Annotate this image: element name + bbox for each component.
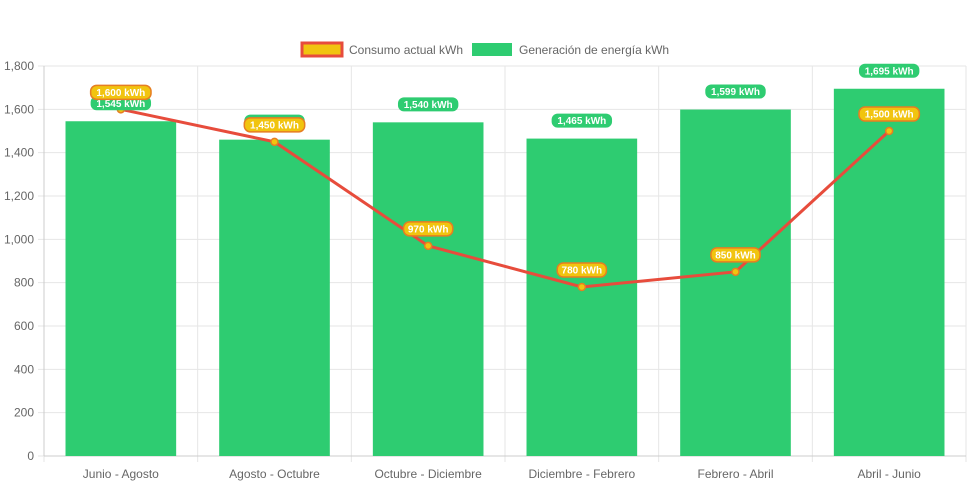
data-label-text: 970 kWh bbox=[408, 224, 449, 235]
line-point[interactable] bbox=[884, 126, 894, 136]
legend-label-generacion: Generación de energía kWh bbox=[519, 43, 669, 57]
data-label-text: 1,599 kWh bbox=[711, 87, 760, 98]
line-point[interactable] bbox=[423, 241, 433, 251]
y-tick-label: 400 bbox=[14, 362, 34, 376]
line-data-label: 850 kWh bbox=[710, 247, 761, 263]
legend-label-consumo: Consumo actual kWh bbox=[349, 43, 463, 57]
data-label-text: 1,545 kWh bbox=[96, 99, 145, 110]
bar[interactable] bbox=[65, 121, 177, 456]
data-label-bg bbox=[858, 106, 921, 122]
data-label-bg bbox=[705, 84, 766, 99]
bar-data-label: 1,465 kWh bbox=[551, 113, 613, 128]
y-tick-label: 0 bbox=[27, 449, 34, 463]
series-line bbox=[120, 107, 891, 289]
y-tick-label: 1,400 bbox=[4, 146, 34, 160]
data-label-text: 850 kWh bbox=[715, 250, 756, 261]
x-tick-label: Agosto - Octubre bbox=[229, 467, 320, 481]
data-label-bg bbox=[551, 113, 613, 128]
line-point[interactable] bbox=[577, 282, 587, 292]
y-tick-label: 600 bbox=[14, 319, 34, 333]
line-data-label: 780 kWh bbox=[556, 262, 608, 278]
y-axis: 0 200 400 600 800 1,000 1,200 1,400 1,600 1,800 bbox=[4, 59, 45, 463]
line-data-label: 1,600 kWh bbox=[89, 84, 152, 101]
bar[interactable] bbox=[372, 122, 484, 456]
x-tick-label: Junio - Agosto bbox=[83, 467, 159, 481]
data-label-bg bbox=[402, 221, 454, 237]
line-point[interactable] bbox=[731, 267, 740, 277]
data-label-bg bbox=[556, 262, 608, 278]
bar-data-label: 1,695 kWh bbox=[858, 63, 920, 78]
x-axis: Junio - Agosto Agosto - Octubre Octubre - … bbox=[44, 455, 966, 481]
data-label-text: 1,465 kWh bbox=[557, 116, 606, 127]
data-label-bg bbox=[858, 63, 920, 78]
grid bbox=[38, 65, 967, 462]
bar-data-label: 1,540 kWh bbox=[397, 97, 459, 112]
line-data-label: 970 kWh bbox=[402, 221, 454, 237]
bar[interactable] bbox=[680, 109, 791, 457]
x-tick-label: Febrero - Abril bbox=[697, 467, 773, 481]
y-tick-label: 1,600 bbox=[4, 102, 34, 116]
bar[interactable] bbox=[219, 139, 330, 456]
legend-swatch-generacion bbox=[472, 43, 512, 56]
data-label-text: 1,540 kWh bbox=[404, 100, 453, 111]
line-data-label: 1,450 kWh bbox=[243, 117, 306, 133]
data-label-text: 1,500 kWh bbox=[865, 110, 914, 121]
bar[interactable] bbox=[526, 138, 638, 457]
legend-item-consumo[interactable]: Consumo actual kWh bbox=[300, 41, 463, 58]
x-tick-label: Octubre - Diciembre bbox=[374, 467, 482, 481]
data-label-bg bbox=[243, 117, 306, 133]
bar[interactable] bbox=[833, 88, 945, 456]
y-tick-label: 200 bbox=[14, 406, 34, 420]
line-data-labels: 1,600 kWh 1,450 kWh 970 kWh 780 kWh 850 kWh 1… bbox=[89, 84, 921, 278]
data-label-bg bbox=[710, 247, 761, 263]
line-data-label: 1,500 kWh bbox=[858, 106, 921, 122]
legend-swatch-consumo bbox=[300, 41, 344, 58]
data-label-text: 1,695 kWh bbox=[865, 66, 914, 77]
data-label-text: 1,450 kWh bbox=[250, 120, 299, 131]
y-tick-label: 1,200 bbox=[4, 189, 34, 203]
y-tick-label: 800 bbox=[14, 276, 34, 290]
bar-data-label: 1,599 kWh bbox=[705, 84, 766, 99]
bar-series bbox=[65, 88, 945, 457]
data-label-text: 780 kWh bbox=[562, 266, 603, 277]
x-tick-label: Abril - Junio bbox=[857, 467, 921, 481]
data-label-bg bbox=[397, 97, 459, 112]
legend: Consumo actual kWh Generación de energía… bbox=[300, 41, 669, 58]
line-point[interactable] bbox=[270, 137, 279, 147]
y-tick-label: 1,800 bbox=[4, 59, 34, 73]
x-tick-label: Diciembre - Febrero bbox=[528, 467, 635, 481]
data-label-bg bbox=[89, 84, 152, 101]
legend-item-generacion[interactable]: Generación de energía kWh bbox=[472, 43, 669, 57]
y-tick-label: 1,000 bbox=[4, 232, 34, 246]
data-label-text: 1,600 kWh bbox=[96, 88, 145, 99]
